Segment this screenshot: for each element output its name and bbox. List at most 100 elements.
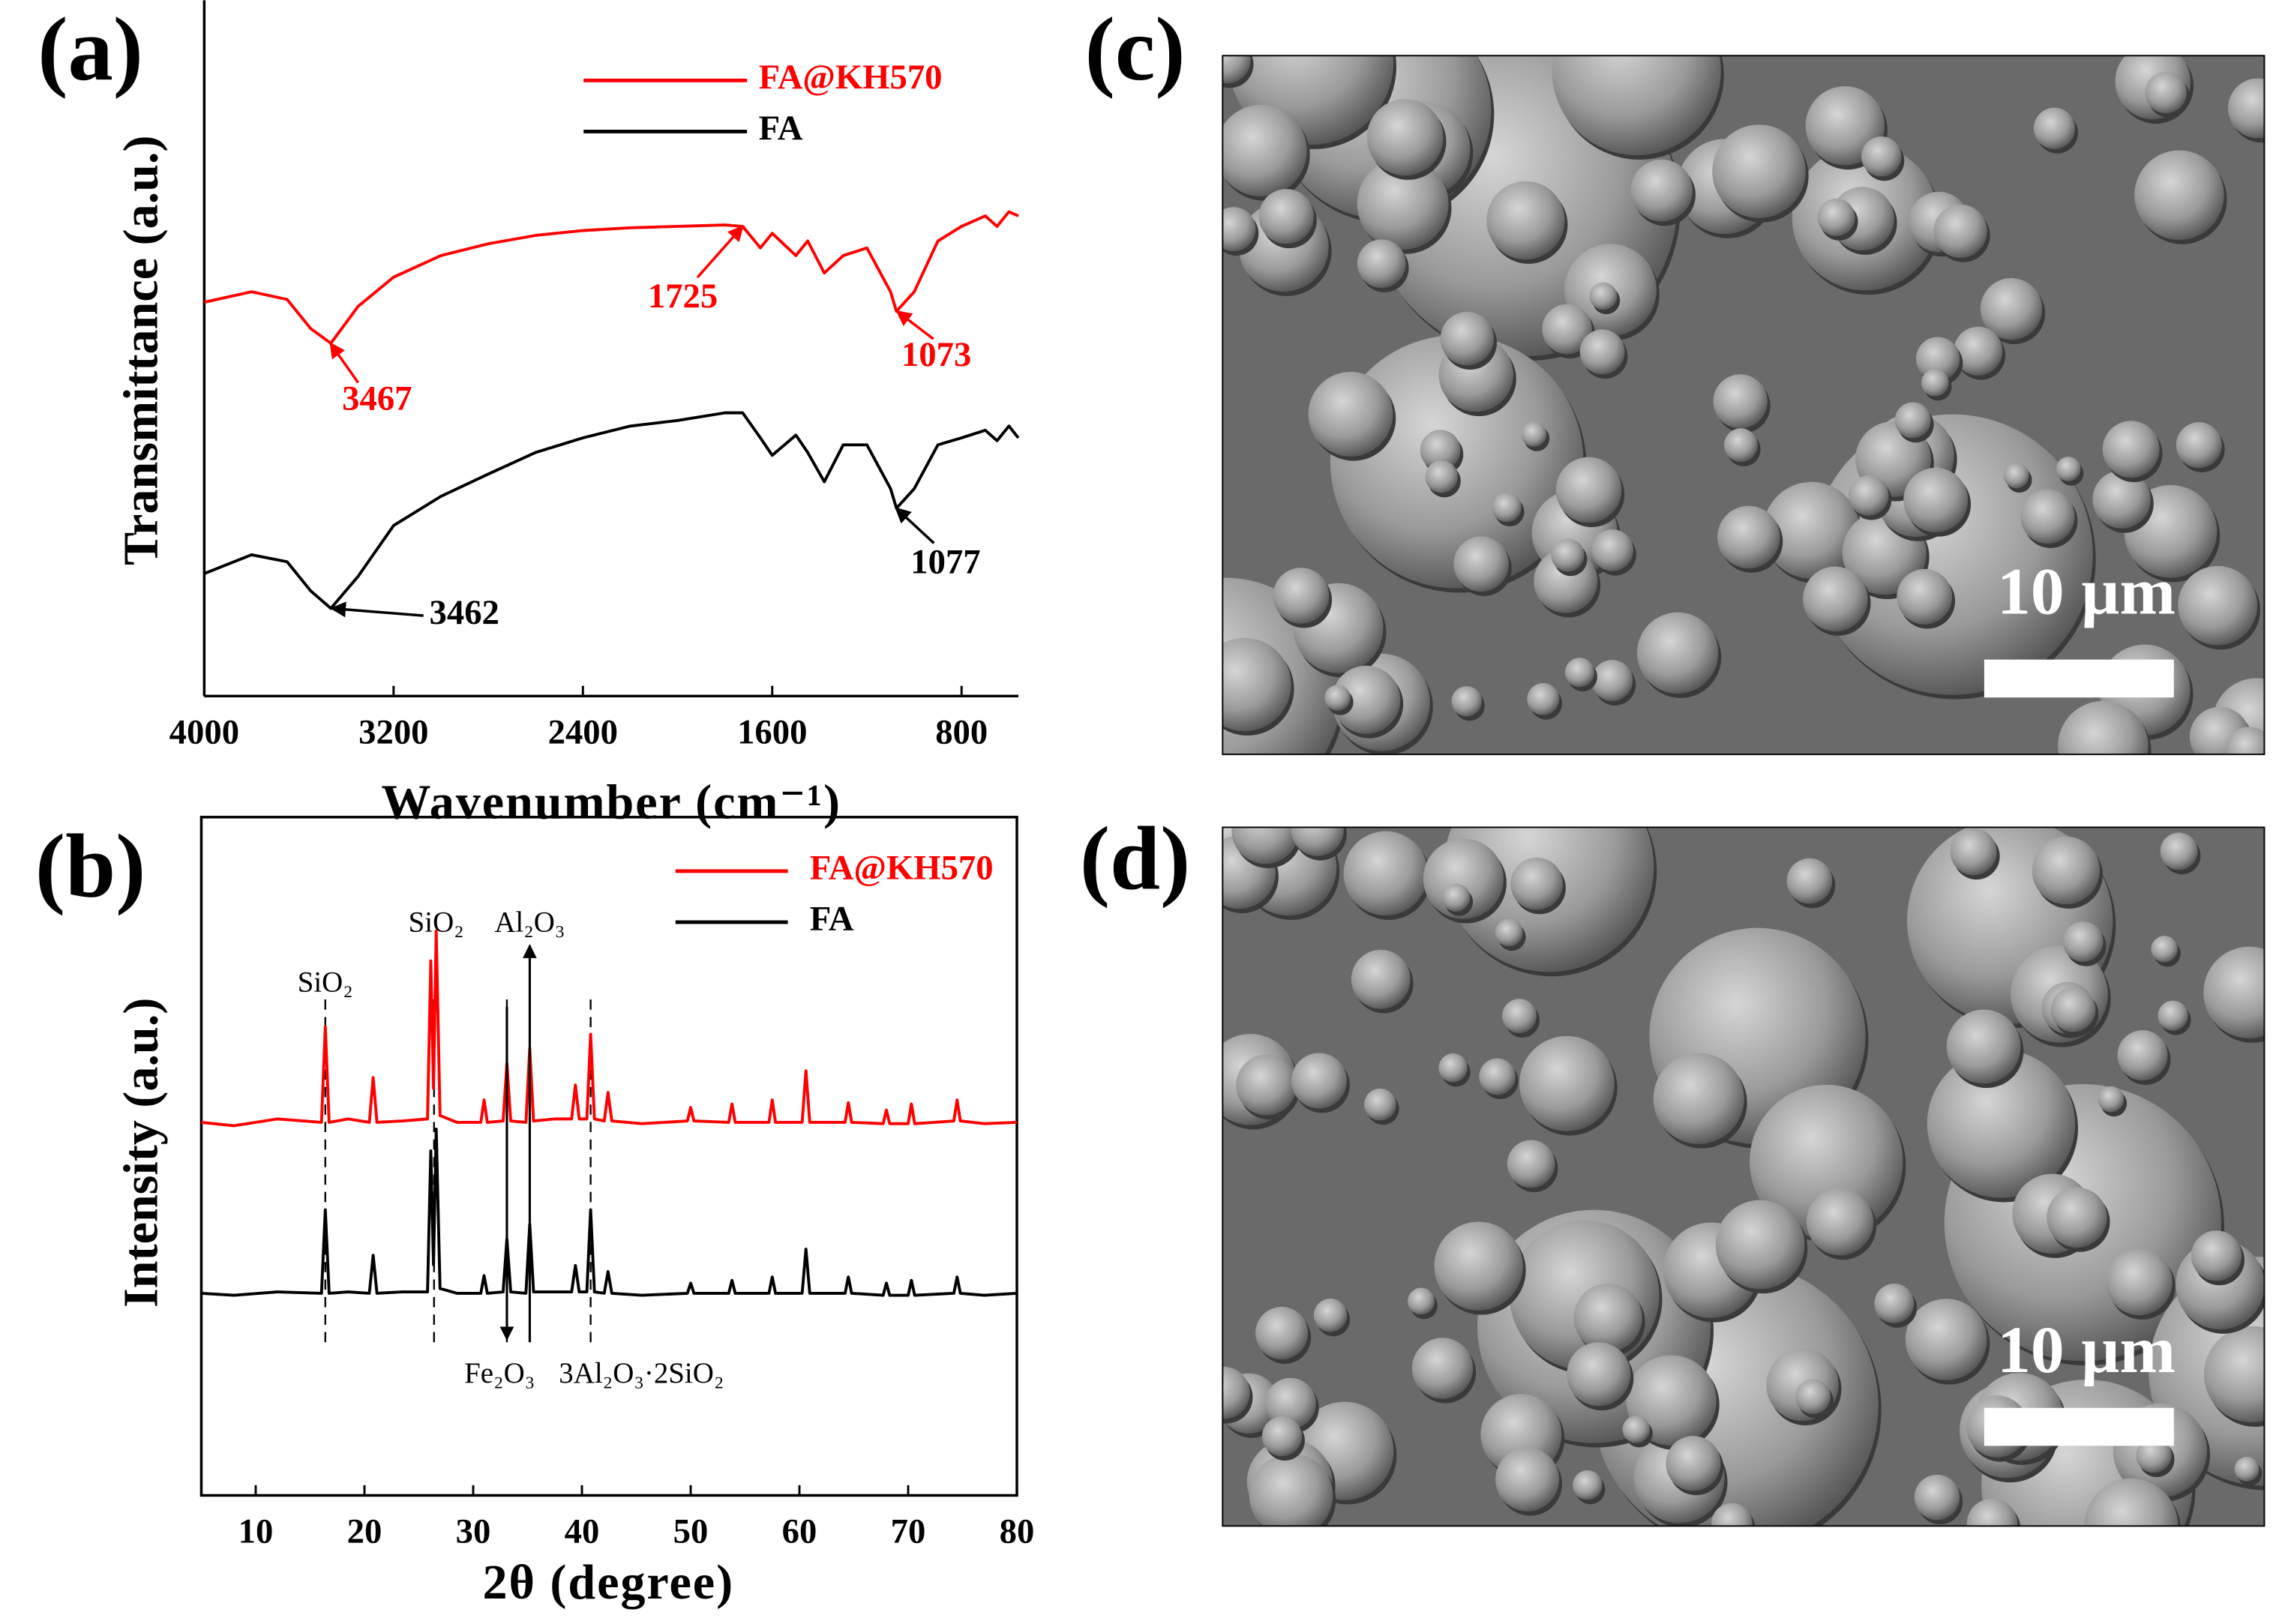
legend-label: FA@KH570 bbox=[810, 849, 994, 888]
particle bbox=[1343, 831, 1428, 916]
particle bbox=[1763, 481, 1861, 579]
particle bbox=[1954, 326, 2003, 376]
particle bbox=[1567, 1342, 1631, 1407]
scale-bar-label: 10 µm bbox=[1997, 1313, 2176, 1387]
particle bbox=[1717, 505, 1780, 569]
particle bbox=[2056, 457, 2081, 481]
particle bbox=[2191, 1230, 2242, 1281]
particle bbox=[1573, 1283, 1642, 1353]
x-tick-label: 70 bbox=[891, 1512, 926, 1551]
particle bbox=[2050, 987, 2096, 1032]
particle bbox=[1712, 124, 1806, 218]
particle bbox=[1291, 827, 1344, 856]
annotation-arrow bbox=[330, 601, 424, 618]
particle bbox=[2227, 78, 2265, 139]
x-tick-label: 60 bbox=[782, 1512, 817, 1551]
particle bbox=[1442, 883, 1471, 912]
particle bbox=[2047, 1187, 2107, 1248]
x-tick-label: 20 bbox=[347, 1512, 382, 1551]
particle bbox=[1308, 371, 1393, 457]
series-line bbox=[203, 210, 1019, 345]
annotation-label: 1073 bbox=[901, 335, 971, 374]
particle bbox=[2106, 1248, 2173, 1316]
annotation-label: 3Al₂O₃·2SiO₂ bbox=[559, 1357, 724, 1389]
particle bbox=[1236, 1054, 1297, 1116]
particle bbox=[2234, 1456, 2260, 1482]
particle bbox=[1897, 568, 1953, 625]
particle bbox=[1555, 457, 1622, 523]
particle bbox=[1803, 566, 1868, 632]
particle bbox=[1479, 1058, 1516, 1095]
annotation-label: SiO₂ bbox=[409, 906, 464, 939]
particle bbox=[1626, 1355, 1717, 1446]
particle bbox=[2203, 946, 2265, 1038]
particle bbox=[1420, 430, 1461, 471]
particle bbox=[1495, 918, 1523, 947]
particle bbox=[1258, 189, 1314, 244]
particle bbox=[1291, 1053, 1347, 1109]
particle bbox=[1551, 538, 1585, 572]
particle bbox=[2003, 463, 2029, 489]
x-tick-label: 50 bbox=[673, 1512, 709, 1551]
annotation-arrow bbox=[329, 342, 359, 384]
annotation-label: 3462 bbox=[430, 593, 499, 632]
particle bbox=[2145, 71, 2187, 114]
series-line bbox=[201, 1128, 1018, 1297]
particle bbox=[1552, 55, 1721, 155]
particle bbox=[2117, 1030, 2168, 1081]
annotation-label: 3467 bbox=[342, 379, 412, 418]
x-tick-label: 4000 bbox=[169, 713, 239, 752]
x-tick-label: 1600 bbox=[737, 713, 807, 752]
sem-image bbox=[1222, 55, 2265, 755]
particle bbox=[1905, 1299, 1987, 1380]
x-tick-label: 40 bbox=[565, 1512, 600, 1551]
annotation-label: 1077 bbox=[910, 542, 980, 581]
particle bbox=[1332, 665, 1401, 734]
particle bbox=[1265, 1377, 1316, 1429]
particle bbox=[2176, 422, 2222, 469]
particle bbox=[2134, 150, 2224, 240]
panel-label: (a) bbox=[37, 0, 143, 100]
sem-image bbox=[1222, 827, 2265, 1527]
annotation-arrow bbox=[895, 507, 935, 544]
panel-label: (c) bbox=[1085, 0, 1186, 100]
x-tick-label: 30 bbox=[456, 1512, 491, 1551]
particle bbox=[1723, 428, 1758, 463]
particle bbox=[1261, 1416, 1303, 1457]
particle bbox=[1579, 329, 1625, 375]
sem-frame bbox=[1222, 55, 2266, 756]
particle bbox=[1914, 1474, 1960, 1521]
particle bbox=[2062, 921, 2104, 962]
particle bbox=[1222, 1366, 1250, 1419]
particle bbox=[1946, 1009, 2021, 1084]
particle bbox=[2092, 470, 2151, 529]
legend-label: FA bbox=[810, 900, 854, 939]
particle bbox=[1921, 368, 1949, 397]
particle bbox=[2102, 421, 2160, 478]
particle bbox=[1453, 536, 1509, 592]
particle bbox=[2136, 1437, 2172, 1473]
particle bbox=[2151, 936, 2178, 963]
particle bbox=[2158, 1000, 2188, 1031]
particle bbox=[1231, 827, 1300, 864]
particle bbox=[2225, 727, 2265, 755]
particle bbox=[1711, 1503, 1753, 1527]
x-tick-label: 3200 bbox=[358, 713, 428, 752]
annotation-label: 1725 bbox=[648, 277, 718, 316]
particle bbox=[1366, 99, 1444, 176]
particle bbox=[2084, 1478, 2179, 1527]
particle bbox=[1795, 1379, 1831, 1415]
legend-label: FA bbox=[759, 109, 803, 148]
particle bbox=[1848, 475, 1889, 516]
particle bbox=[1630, 159, 1693, 222]
x-axis-label: 2θ (degree) bbox=[482, 1555, 734, 1610]
particle bbox=[1903, 467, 1969, 532]
sem-frame bbox=[1222, 826, 2266, 1527]
particle bbox=[1313, 1299, 1348, 1332]
particle bbox=[1495, 1447, 1560, 1512]
particle bbox=[1249, 1453, 1333, 1527]
particle bbox=[1510, 857, 1564, 910]
y-axis-label: Transmittance (a.u.) bbox=[114, 135, 169, 565]
particle bbox=[1713, 374, 1768, 429]
scale-bar bbox=[1984, 1407, 2174, 1446]
